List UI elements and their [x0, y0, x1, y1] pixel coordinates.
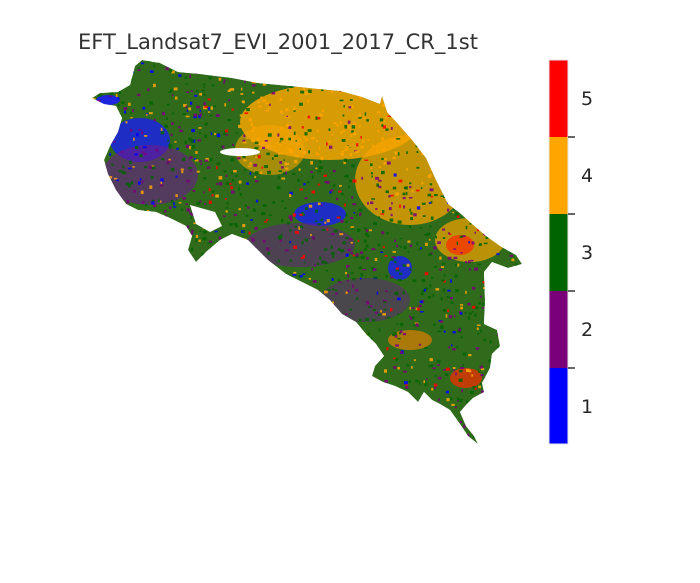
legend-label-3: 3 — [581, 242, 593, 264]
map-title: EFT_Landsat7_EVI_2001_2017_CR_1st — [78, 30, 478, 54]
legend-label-2: 2 — [581, 319, 593, 341]
legend-swatch-4 — [549, 137, 568, 214]
legend-swatch-2 — [549, 291, 568, 368]
legend-swatch-3 — [549, 214, 568, 291]
legend-label-1: 1 — [581, 396, 593, 418]
legend-colorbar: 5 4 3 2 1 — [548, 59, 593, 445]
legend-label-5: 5 — [581, 88, 593, 110]
land-cover-map — [92, 60, 522, 444]
legend-label-4: 4 — [581, 165, 593, 187]
legend-swatch-1 — [549, 368, 568, 444]
legend-swatch-5 — [549, 60, 568, 137]
